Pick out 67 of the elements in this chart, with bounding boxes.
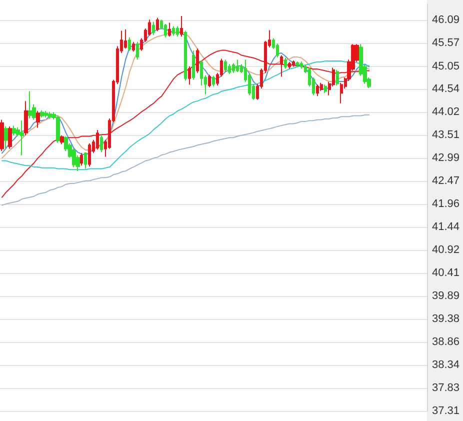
- line-series: [1, 114, 370, 206]
- candlestick: [36, 110, 40, 128]
- candlestick: [184, 30, 187, 82]
- y-tick-label: 42.47: [432, 175, 460, 188]
- candlestick: [128, 36, 131, 52]
- candlestick: [80, 152, 83, 166]
- candlestick: [8, 126, 12, 150]
- candlestick: [168, 22, 171, 38]
- candlestick: [212, 75, 215, 87]
- y-tick-label: 44.54: [432, 83, 460, 96]
- candlestick: [4, 126, 8, 149]
- candlestick: [300, 60, 303, 70]
- y-tick-label: 38.86: [432, 336, 460, 348]
- candlestick: [228, 64, 231, 74]
- candlestick: [84, 152, 87, 170]
- candlestick: [136, 41, 139, 60]
- candlestick: [12, 125, 16, 136]
- candlestick: [20, 120, 24, 156]
- y-tick-label: 45.05: [432, 60, 460, 72]
- candlestick: [100, 134, 103, 153]
- candlestick: [288, 61, 291, 70]
- y-tick-label: 46.09: [432, 14, 460, 26]
- candlestick: [132, 41, 135, 52]
- candlestick: [60, 134, 64, 145]
- candlestick: [48, 111, 52, 119]
- y-tick-label: 40.92: [432, 244, 460, 256]
- y-tick-label: 39.89: [432, 290, 460, 302]
- candlestick: [156, 17, 159, 32]
- candlestick: [324, 84, 327, 94]
- candlestick: [172, 26, 175, 36]
- y-tick-label: 39.38: [432, 312, 460, 325]
- y-tick-label: 42.99: [432, 152, 460, 164]
- line-series: [1, 60, 370, 170]
- y-tick-label: 41.96: [432, 198, 460, 210]
- candlestick: [56, 116, 60, 144]
- candlestick: [236, 59, 239, 73]
- candlestick: [24, 100, 28, 136]
- y-tick-label: 37.83: [432, 382, 460, 394]
- candlestick: [188, 66, 191, 86]
- candlestick: [232, 62, 235, 74]
- y-tick-label: 41.44: [432, 221, 460, 234]
- y-tick-label: 44.02: [432, 106, 460, 118]
- candlestick: [292, 60, 295, 68]
- candlestick: [336, 69, 339, 86]
- candlestick: [40, 110, 44, 118]
- candlestick: [208, 74, 211, 88]
- candlestick: [28, 90, 32, 119]
- candlestick: [316, 84, 319, 97]
- candlestick: [224, 59, 227, 72]
- candlestick: [284, 57, 287, 70]
- candlestick: [296, 60, 299, 68]
- candlestick: [44, 110, 48, 118]
- candlestick: [88, 142, 91, 168]
- y-tick-label: 40.41: [432, 266, 460, 279]
- candlestick: [180, 16, 183, 38]
- candlestick: [164, 24, 167, 38]
- candlestick: [280, 54, 283, 78]
- candlestick: [176, 26, 179, 38]
- y-tick-label: 43.51: [432, 128, 460, 141]
- candlestick: [124, 28, 127, 50]
- y-tick-label: 38.34: [432, 359, 460, 372]
- candlestick: [0, 119, 4, 152]
- candlestick: [96, 130, 99, 150]
- candlestick: [152, 21, 155, 36]
- y-tick-label: 45.57: [432, 37, 460, 50]
- y-tick-label: 37.31: [432, 405, 460, 417]
- candlestick: [192, 50, 195, 80]
